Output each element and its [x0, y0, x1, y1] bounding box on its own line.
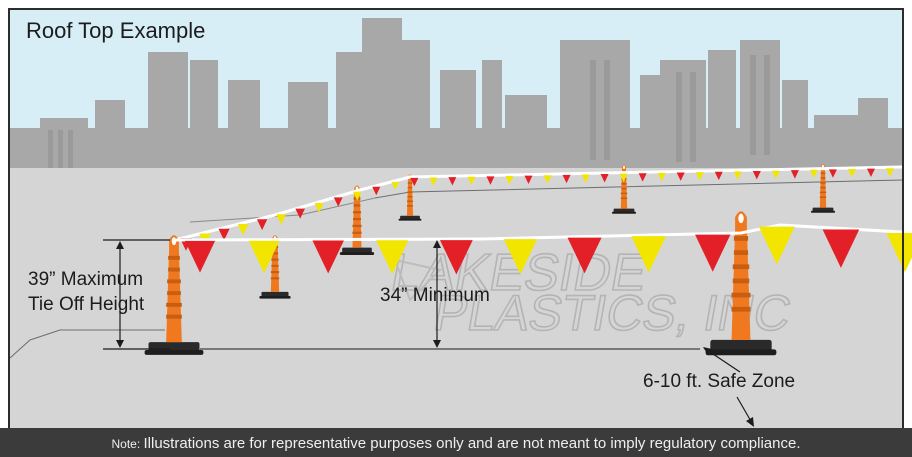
pennant-flag: [218, 228, 230, 241]
minimum-height-label: 34” Minimum: [380, 285, 490, 306]
pennant-flag: [733, 171, 742, 180]
pennant-flags-front: [184, 226, 912, 275]
pennant-flag: [376, 240, 409, 275]
pennant-flag: [581, 174, 590, 183]
pennant-flags-back: [180, 168, 894, 251]
pennant-flag: [752, 170, 761, 180]
max-height-dimension: [103, 239, 170, 350]
pennant-flag: [657, 172, 666, 182]
pennant-flag: [676, 172, 685, 181]
pennant-flag: [237, 223, 249, 236]
pennant-flag: [353, 191, 362, 201]
footer-note-text: Illustrations are for representative pur…: [143, 435, 801, 452]
pennant-flag: [631, 236, 666, 273]
tie-off-height-label: Tie Off Height: [28, 294, 145, 315]
min-height-dimension: [200, 240, 700, 350]
pennant-flag: [524, 175, 533, 184]
pennant-flag: [822, 229, 860, 268]
roof-edge-front: [9, 329, 165, 359]
footer-bar: [0, 428, 912, 457]
pennant-flag: [314, 203, 324, 213]
pennant-flag: [312, 240, 344, 274]
pennant-flag: [248, 240, 280, 274]
pennant-flag: [790, 170, 799, 179]
pennant-flag: [562, 174, 571, 184]
pennant-flag: [809, 169, 818, 179]
pennant-flag: [567, 237, 602, 274]
pennant-flag: [695, 234, 731, 272]
pennant-flag: [295, 208, 305, 219]
pennant-flag: [505, 175, 514, 185]
pennant-flag: [619, 173, 628, 183]
pennant-flag: [486, 176, 495, 185]
pennant-flag: [543, 175, 552, 184]
pennant-flag: [886, 233, 912, 273]
pennant-flag: [184, 240, 216, 273]
pennant-flag: [866, 168, 875, 178]
pennant-flag: [828, 169, 837, 178]
pennant-flag: [429, 177, 438, 186]
pennant-flag: [256, 219, 268, 231]
footer-note: Note: Illustrations are for representati…: [0, 435, 912, 452]
pennant-flag: [600, 174, 609, 183]
pennant-flag: [276, 214, 287, 225]
page-title: Roof Top Example: [26, 18, 206, 43]
pennant-flag: [503, 239, 538, 275]
rope-back: [174, 165, 903, 242]
pennant-flag: [771, 170, 780, 179]
pennant-flag: [714, 171, 723, 181]
pennant-flag: [847, 169, 856, 178]
rope-front: [174, 223, 903, 242]
pennant-flag: [758, 226, 795, 265]
safe-zone-pointers: [703, 347, 754, 427]
skyline-windows: [48, 55, 770, 170]
pennant-flag: [333, 197, 343, 207]
safe-zone-label: 6-10 ft. Safe Zone: [643, 371, 796, 392]
pennant-flag: [410, 177, 419, 187]
pennant-flag: [886, 168, 894, 177]
pennant-flag: [695, 172, 704, 181]
pennant-flag: [467, 176, 476, 186]
max-height-label: 39” Maximum: [28, 269, 144, 290]
pennant-flag: [372, 186, 381, 196]
pennant-flag: [439, 240, 473, 275]
footer-note-prefix: Note:: [111, 437, 144, 451]
pennant-flag: [448, 177, 457, 186]
pennant-flag: [391, 181, 400, 190]
pennant-flag: [638, 173, 647, 182]
